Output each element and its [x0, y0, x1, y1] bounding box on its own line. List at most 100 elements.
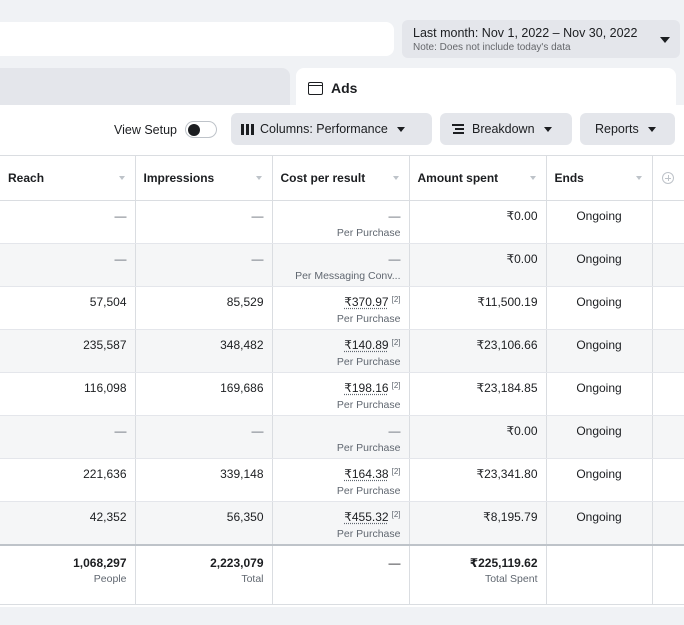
view-setup-label: View Setup [114, 122, 178, 137]
breakdown-label: Breakdown [472, 122, 535, 136]
cost-value: — [388, 424, 401, 438]
column-header-cost-per-result[interactable]: Cost per result [272, 155, 410, 201]
breakdown-icon [452, 122, 464, 136]
ads-icon [308, 81, 323, 95]
view-setup-toggle[interactable]: View Setup [114, 121, 218, 138]
footnote-marker[interactable]: [2] [391, 338, 401, 347]
total-impressions-cell: 2,223,079 Total [135, 543, 273, 605]
search-bar[interactable] [0, 22, 394, 56]
impressions-cell: — [135, 415, 273, 459]
column-header-ends[interactable]: Ends [546, 155, 653, 201]
column-header-reach[interactable]: Reach [0, 155, 136, 201]
ends-cell: Ongoing [546, 200, 653, 244]
breakdown-button[interactable]: Breakdown [440, 113, 572, 145]
footnote-marker[interactable]: [2] [391, 467, 401, 476]
date-range-label: Last month: Nov 1, 2022 – Nov 30, 2022 [413, 26, 638, 40]
reach-cell: 57,504 [0, 286, 136, 330]
table-row[interactable]: 235,587 348,482 ₹140.89 [2] Per Purchase ₹23,… [0, 329, 684, 373]
plus-circle-icon [662, 172, 674, 184]
column-header-impressions[interactable]: Impressions [135, 155, 273, 201]
total-amount-cell: ₹225,119.62 Total Spent [409, 543, 547, 605]
reach-cell: — [0, 415, 136, 459]
sort-caret-icon [255, 176, 262, 180]
result-type-label: Per Purchase [336, 485, 401, 497]
table-row[interactable]: — — — Per Purchase ₹0.00 Ongoing [0, 200, 684, 244]
cost-per-result-cell: — Per Purchase [272, 200, 410, 244]
empty-cell [652, 415, 684, 459]
empty-cell [652, 200, 684, 244]
amount-spent-cell: ₹23,341.80 [409, 458, 547, 502]
toggle-switch[interactable] [185, 121, 218, 138]
chevron-down-icon [647, 126, 656, 132]
date-range-note: Note: Does not include today's data [413, 42, 571, 53]
columns-button[interactable]: Columns: Performance [231, 113, 432, 145]
footnote-marker[interactable]: [2] [391, 381, 401, 390]
reach-cell: 42,352 [0, 501, 136, 545]
columns-label: Columns: Performance [260, 122, 388, 136]
result-type-label: Per Purchase [336, 227, 401, 239]
table-row[interactable]: 57,504 85,529 ₹370.97 [2] Per Purchase ₹11,50… [0, 286, 684, 330]
table-header-row: Reach Impressions Cost per result Amount… [0, 155, 684, 201]
column-header-amount-spent[interactable]: Amount spent [409, 155, 547, 201]
cost-per-result-cell: — Per Purchase [272, 415, 410, 459]
totals-row: 1,068,297 People 2,223,079 Total — ₹225,119.6… [0, 543, 684, 605]
amount-spent-cell: ₹23,106.66 [409, 329, 547, 373]
add-column-button[interactable] [652, 155, 684, 201]
date-range-picker[interactable]: Last month: Nov 1, 2022 – Nov 30, 2022 N… [402, 20, 680, 58]
table-row[interactable]: — — — Per Purchase ₹0.00 Ongoing [0, 415, 684, 459]
amount-spent-cell: ₹0.00 [409, 243, 547, 287]
ads-table: Reach Impressions Cost per result Amount… [0, 155, 684, 605]
table-row[interactable]: 221,636 339,148 ₹164.38 [2] Per Purchase ₹23,… [0, 458, 684, 502]
sort-caret-icon [635, 176, 642, 180]
chevron-down-icon [660, 37, 670, 43]
result-type-label: Per Purchase [336, 399, 401, 411]
total-ends-cell [546, 543, 653, 605]
cost-value[interactable]: ₹164.38 [344, 467, 389, 481]
ends-cell: Ongoing [546, 415, 653, 459]
cost-value[interactable]: ₹455.32 [344, 510, 389, 524]
cost-value[interactable]: ₹140.89 [344, 338, 389, 352]
impressions-cell: 169,686 [135, 372, 273, 416]
tab-ads[interactable]: Ads [296, 68, 676, 108]
tab-ads-label: Ads [331, 80, 358, 96]
ads-table-panel: View Setup Columns: Performance Breakdow… [0, 105, 684, 607]
empty-cell [652, 501, 684, 545]
impressions-cell: 348,482 [135, 329, 273, 373]
cost-per-result-cell: ₹164.38 [2] Per Purchase [272, 458, 410, 502]
cost-value: — [388, 252, 401, 266]
cost-value[interactable]: ₹198.16 [344, 381, 389, 395]
reach-cell: 235,587 [0, 329, 136, 373]
impressions-cell: 56,350 [135, 501, 273, 545]
cost-per-result-cell: — Per Messaging Conv... [272, 243, 410, 287]
footnote-marker[interactable]: [2] [391, 510, 401, 519]
table-row[interactable]: 42,352 56,350 ₹455.32 [2] Per Purchase ₹8,195… [0, 501, 684, 545]
ends-cell: Ongoing [546, 286, 653, 330]
empty-cell [652, 372, 684, 416]
reports-label: Reports [595, 122, 639, 136]
reach-cell: 116,098 [0, 372, 136, 416]
reach-cell: — [0, 243, 136, 287]
impressions-cell: 339,148 [135, 458, 273, 502]
table-row[interactable]: — — — Per Messaging Conv... ₹0.00 Ongoing [0, 243, 684, 287]
reports-button[interactable]: Reports [580, 113, 675, 145]
empty-cell [652, 458, 684, 502]
chevron-down-icon [396, 126, 405, 132]
cost-value[interactable]: ₹370.97 [344, 295, 389, 309]
cost-per-result-cell: ₹140.89 [2] Per Purchase [272, 329, 410, 373]
impressions-cell: 85,529 [135, 286, 273, 330]
cost-per-result-cell: ₹198.16 [2] Per Purchase [272, 372, 410, 416]
sort-caret-icon [392, 176, 399, 180]
total-cost-cell: — [272, 543, 410, 605]
table-row[interactable]: 116,098 169,686 ₹198.16 [2] Per Purchase ₹23,… [0, 372, 684, 416]
footnote-marker[interactable]: [2] [391, 295, 401, 304]
result-type-label: Per Messaging Conv... [295, 270, 401, 282]
chevron-down-icon [543, 126, 552, 132]
amount-spent-cell: ₹23,184.85 [409, 372, 547, 416]
table-toolbar: View Setup Columns: Performance Breakdow… [0, 105, 684, 155]
tab-ad-sets[interactable] [0, 68, 290, 108]
amount-spent-cell: ₹0.00 [409, 415, 547, 459]
result-type-label: Per Purchase [336, 313, 401, 325]
ends-cell: Ongoing [546, 501, 653, 545]
sort-caret-icon [529, 176, 536, 180]
impressions-cell: — [135, 243, 273, 287]
